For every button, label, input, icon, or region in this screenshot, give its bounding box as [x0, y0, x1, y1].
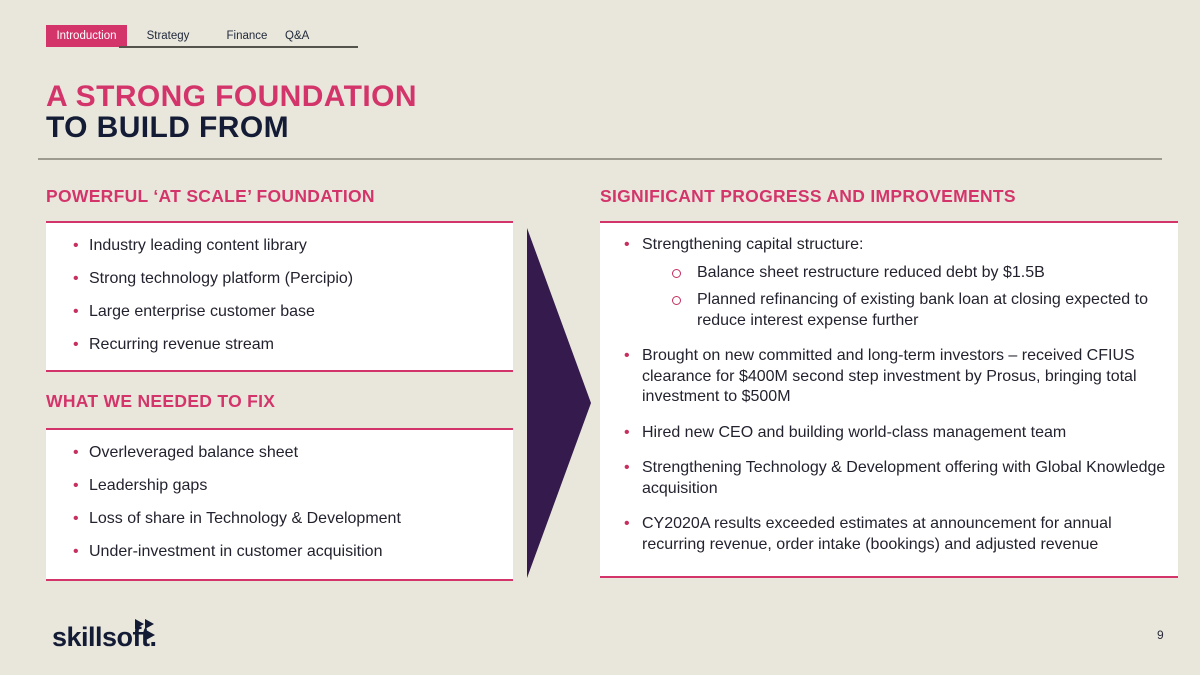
bullet-item: Industry leading content library [60, 235, 505, 256]
foundation-bullet-list: Industry leading content library Strong … [60, 235, 505, 355]
title-divider [38, 158, 1162, 160]
bullet-item: Loss of share in Technology & Developmen… [60, 508, 505, 529]
heading-powerful-at-scale-foundation: POWERFUL ‘AT SCALE’ FOUNDATION [46, 186, 375, 206]
bullet-text: Strengthening capital structure: [642, 236, 864, 253]
bullet-item: Large enterprise customer base [60, 301, 505, 322]
slide-title-line1: A STRONG FOUNDATION [46, 80, 417, 113]
bullet-item: Brought on new committed and long-term i… [612, 346, 1166, 408]
bullet-item: Overleveraged balance sheet [60, 442, 505, 463]
skillsoft-logo: skillsoft. [52, 617, 172, 657]
tab-bar-underline [119, 46, 358, 48]
tab-q-a[interactable]: Q&A [285, 30, 310, 42]
bullet-item: Strengthening Technology & Development o… [612, 458, 1166, 499]
progress-box: Strengthening capital structure: Balance… [600, 221, 1178, 578]
tab-bar: Introduction Strategy Finance Q&A [46, 25, 309, 47]
heading-significant-progress: SIGNIFICANT PROGRESS AND IMPROVEMENTS [600, 186, 1016, 206]
tab-introduction[interactable]: Introduction [46, 25, 127, 47]
bullet-text: Brought on new committed and long-term i… [642, 347, 1137, 405]
sub-bullet-item: Balance sheet restructure reduced debt b… [642, 263, 1166, 284]
tab-strategy[interactable]: Strategy [146, 30, 190, 42]
fix-box: Overleveraged balance sheet Leadership g… [46, 428, 513, 581]
right-arrow-shape [527, 228, 591, 578]
sub-bullet-list: Balance sheet restructure reduced debt b… [642, 263, 1166, 332]
bullet-item: Strong technology platform (Percipio) [60, 268, 505, 289]
bullet-item: Recurring revenue stream [60, 334, 505, 355]
heading-what-we-needed-to-fix: WHAT WE NEEDED TO FIX [46, 391, 276, 411]
progress-bullet-list: Strengthening capital structure: Balance… [612, 235, 1166, 555]
slide-title: A STRONG FOUNDATION TO BUILD FROM [46, 81, 417, 143]
bullet-item: Hired new CEO and building world-class m… [612, 423, 1166, 444]
page-number: 9 [1157, 628, 1164, 642]
fix-bullet-list: Overleveraged balance sheet Leadership g… [60, 442, 505, 562]
bullet-item: Strengthening capital structure: Balance… [612, 235, 1166, 331]
tab-finance[interactable]: Finance [226, 30, 268, 42]
foundation-box: Industry leading content library Strong … [46, 221, 513, 372]
bullet-item: Leadership gaps [60, 475, 505, 496]
skillsoft-logo-arrows-icon [135, 617, 161, 641]
bullet-text: CY2020A results exceeded estimates at an… [642, 515, 1112, 553]
sub-bullet-item: Planned refinancing of existing bank loa… [642, 290, 1166, 331]
bullet-item: Under-investment in customer acquisition [60, 541, 505, 562]
bullet-text: Strengthening Technology & Development o… [642, 459, 1166, 497]
bullet-item: CY2020A results exceeded estimates at an… [612, 514, 1166, 555]
slide-title-line2: TO BUILD FROM [46, 111, 289, 144]
bullet-text: Hired new CEO and building world-class m… [642, 423, 1067, 441]
